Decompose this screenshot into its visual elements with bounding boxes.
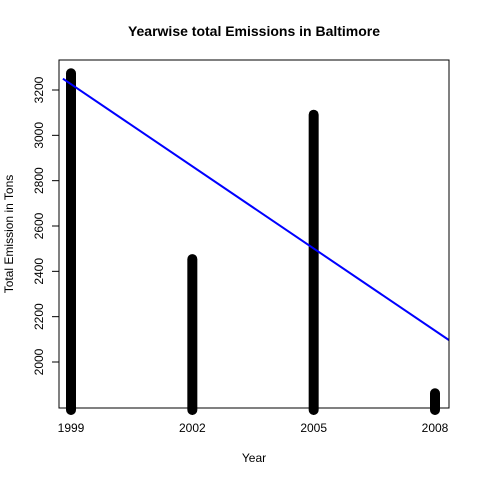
trendline bbox=[62, 77, 449, 342]
x-axis-label: Year bbox=[242, 451, 266, 465]
plot-frame bbox=[58, 59, 450, 409]
y-tick-label-2800: 2800 bbox=[32, 167, 46, 194]
chart-title: Yearwise total Emissions in Baltimore bbox=[128, 23, 380, 39]
plot-marks bbox=[62, 68, 449, 415]
y-tick-label-3000: 3000 bbox=[32, 122, 46, 149]
y-tick-label-2000: 2000 bbox=[32, 348, 46, 375]
x-tick-label-2002: 2002 bbox=[179, 421, 206, 435]
y-tick-label-3200: 3200 bbox=[32, 76, 46, 103]
axes: 1999 2002 2005 2008 2000 2200 2400 2600 2800 3000… bbox=[32, 59, 450, 435]
x-tick-label-1999: 1999 bbox=[58, 421, 85, 435]
y-tick-label-2200: 2200 bbox=[32, 303, 46, 330]
x-tick-label-2008: 2008 bbox=[422, 421, 449, 435]
y-tick-label-2600: 2600 bbox=[32, 212, 46, 239]
x-tick-label-2005: 2005 bbox=[300, 421, 327, 435]
y-tick-label-2400: 2400 bbox=[32, 258, 46, 285]
y-axis-label: Total Emission in Tons bbox=[2, 175, 16, 294]
